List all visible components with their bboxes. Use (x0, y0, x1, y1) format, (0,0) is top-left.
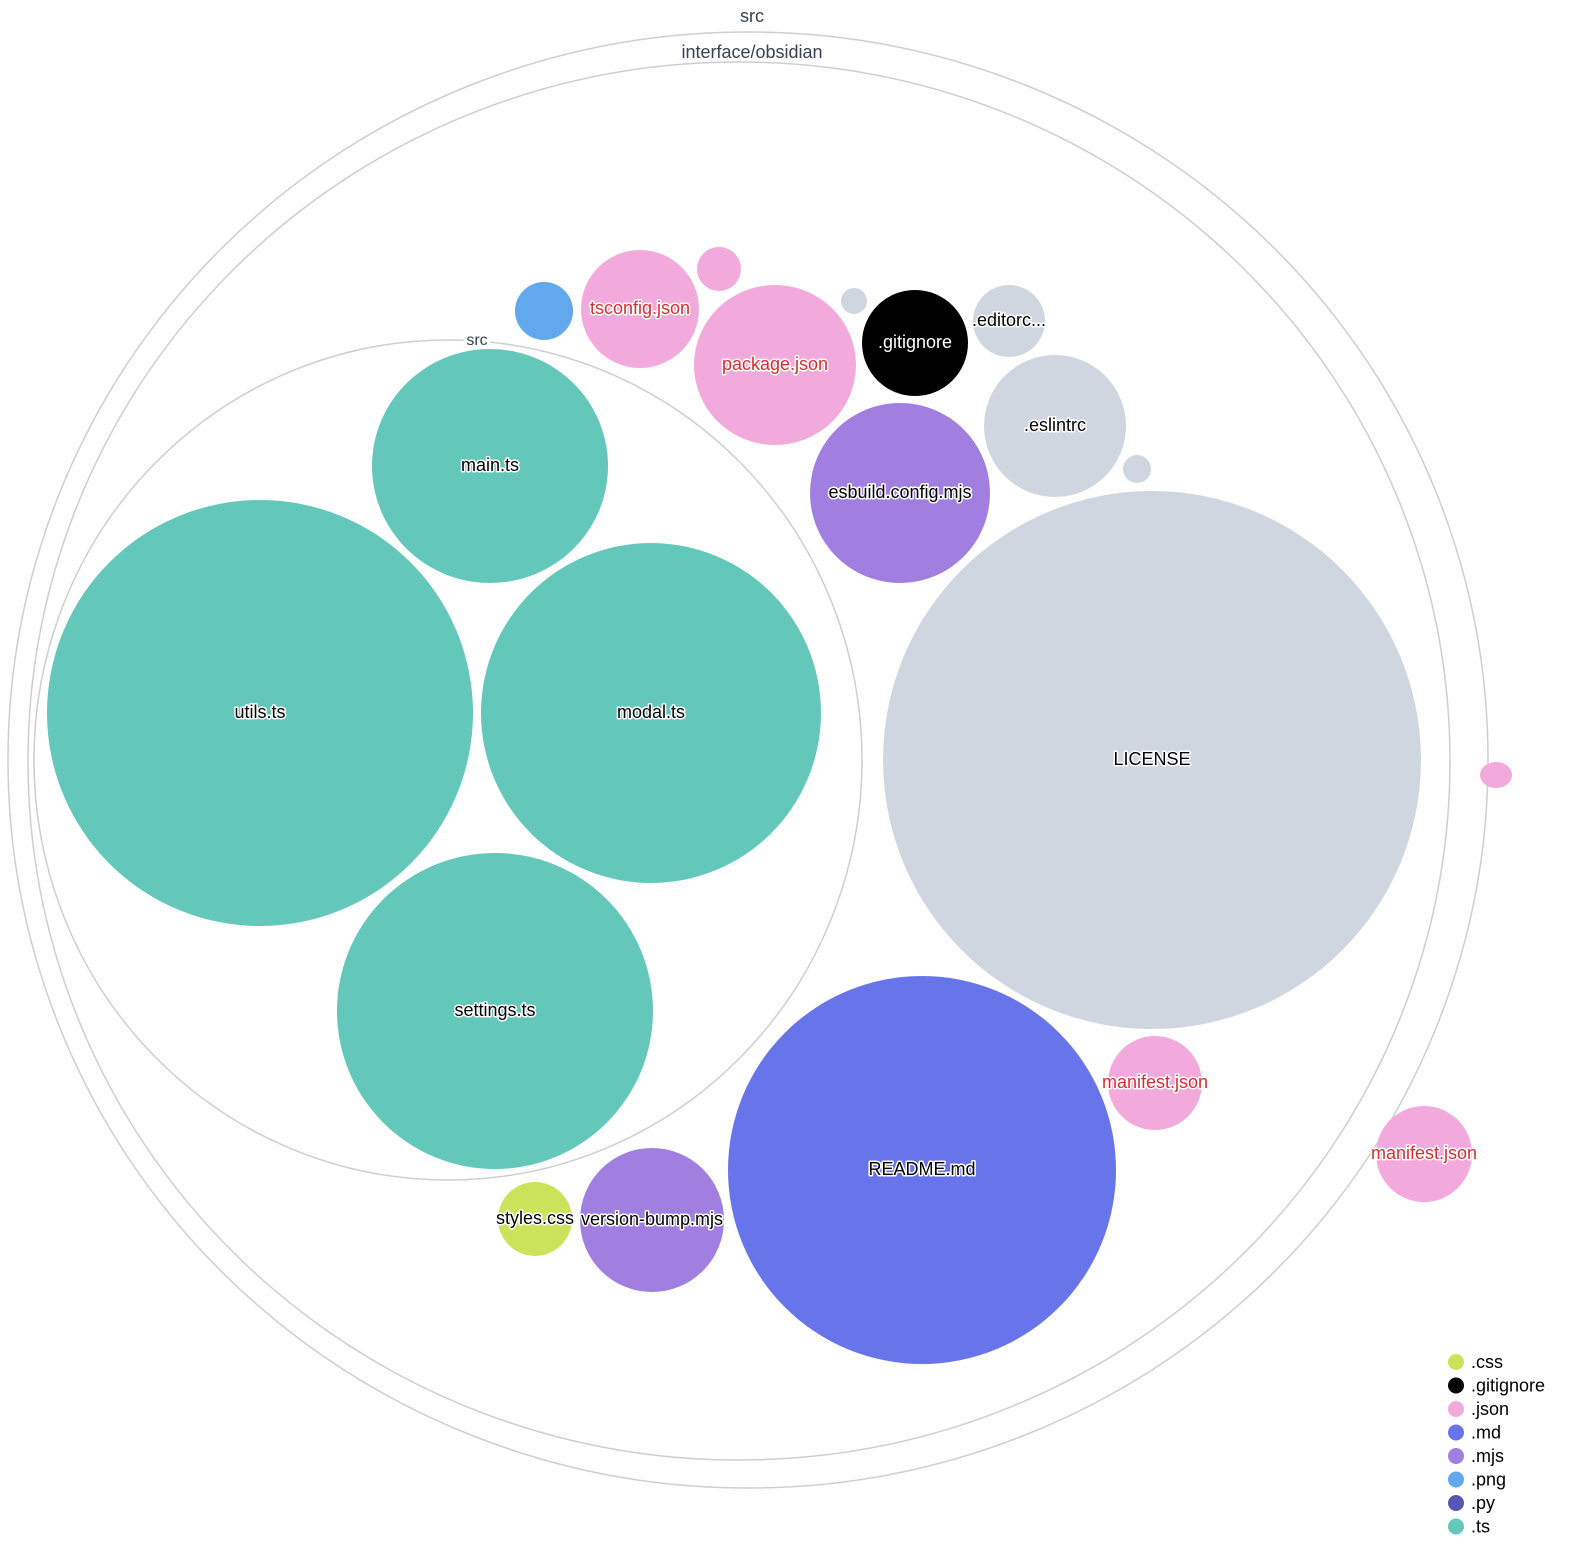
folder-ring-interface-obsidian[interactable] (27, 61, 1451, 1461)
legend-swatch (1448, 1424, 1464, 1441)
file-label: package.json (722, 354, 828, 374)
file-circle[interactable] (1123, 455, 1151, 483)
legend-label: .mjs (1471, 1446, 1504, 1466)
file-label: main.ts (461, 455, 519, 475)
legend-swatch (1448, 1401, 1464, 1417)
file-circle[interactable] (862, 290, 968, 396)
legend-swatch (1448, 1448, 1464, 1464)
file-circle[interactable] (810, 403, 990, 583)
legend-label: .png (1471, 1469, 1506, 1489)
legend-label: .json (1471, 1399, 1509, 1419)
legend-swatch (1448, 1354, 1464, 1370)
file-label: LICENSE (1113, 749, 1190, 769)
file-circle[interactable] (1480, 762, 1512, 788)
folder-label: src (466, 332, 487, 349)
file-label: .editorc... (972, 310, 1046, 330)
file-circle[interactable] (580, 1148, 724, 1292)
legend-swatch (1448, 1471, 1464, 1488)
file-circle[interactable] (1108, 1036, 1202, 1130)
file-circle[interactable] (841, 288, 867, 314)
file-circle[interactable] (694, 285, 856, 445)
file-label: manifest.json (1102, 1072, 1208, 1092)
file-label: styles.css (496, 1208, 574, 1228)
file-circle[interactable] (581, 250, 699, 368)
legend-label: .gitignore (1471, 1375, 1545, 1395)
file-circle[interactable] (728, 976, 1116, 1364)
legend-label: .py (1471, 1493, 1495, 1513)
file-label: version-bump.mjs (581, 1209, 723, 1229)
legend-swatch (1448, 1518, 1464, 1535)
file-label: .gitignore (878, 332, 952, 352)
file-label: tsconfig.json (590, 298, 690, 318)
folder-ring-src-inner[interactable] (33, 339, 863, 1181)
file-label: .eslintrc (1024, 415, 1086, 435)
legend-label: .css (1471, 1352, 1503, 1372)
file-label: README.md (868, 1159, 975, 1179)
file-circle[interactable] (515, 282, 573, 340)
legend-swatch (1448, 1495, 1464, 1511)
folder-label: src (740, 6, 764, 26)
file-circle[interactable] (47, 500, 473, 926)
file-circle[interactable] (883, 491, 1421, 1029)
folder-ring-src[interactable] (7, 31, 1489, 1489)
file-circle[interactable] (481, 543, 821, 883)
file-label: manifest.json (1371, 1143, 1477, 1163)
file-label: modal.ts (617, 702, 685, 722)
file-label: esbuild.config.mjs (828, 482, 971, 502)
file-label: utils.ts (234, 702, 285, 722)
legend: .css .gitignore .json .md .mjs .png .py .ts (1448, 1352, 1545, 1536)
legend-swatch (1448, 1377, 1464, 1394)
file-circle[interactable] (337, 853, 653, 1169)
file-circle[interactable] (1376, 1106, 1472, 1202)
file-label: settings.ts (454, 1000, 535, 1020)
file-circle[interactable] (973, 285, 1045, 357)
file-circle[interactable] (697, 247, 741, 291)
file-circle[interactable] (372, 349, 608, 583)
folder-label: interface/obsidian (681, 42, 822, 62)
legend-label: .ts (1471, 1516, 1490, 1536)
legend-label: .md (1471, 1422, 1501, 1442)
file-circle[interactable] (498, 1182, 572, 1256)
file-circle[interactable] (984, 355, 1126, 497)
